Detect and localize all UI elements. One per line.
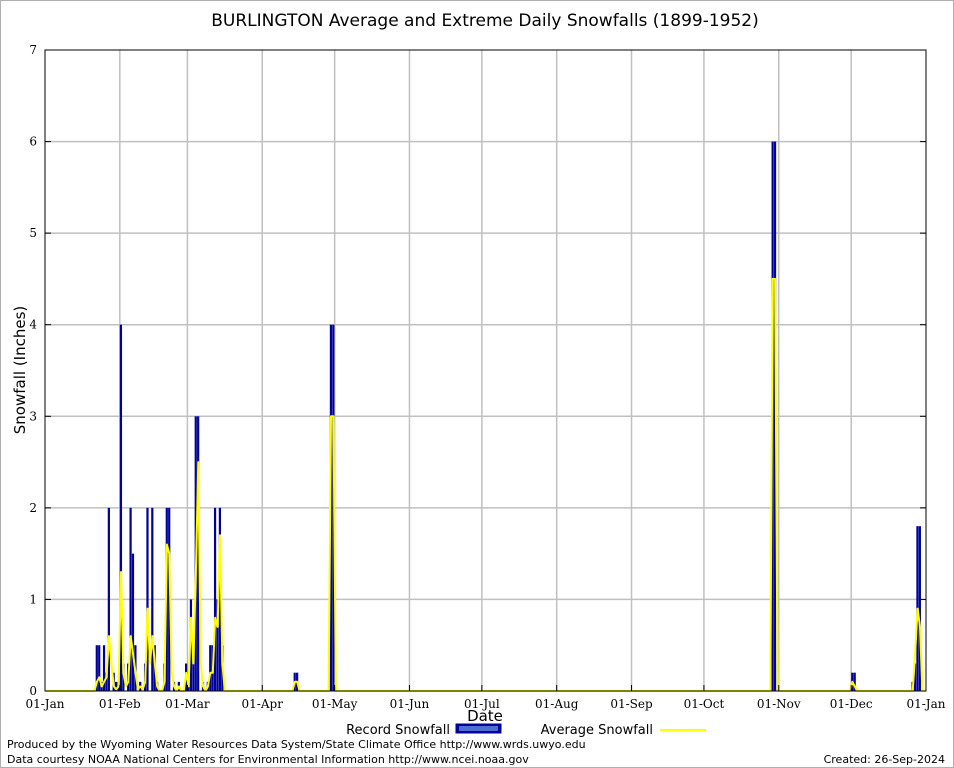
record-snowfall-bar	[151, 507, 154, 691]
record-snowfall-bar	[107, 507, 110, 691]
y-tick-label: 3	[29, 409, 37, 423]
x-tick-label: 01-Nov	[757, 697, 801, 711]
legend-record-swatch-inner	[459, 726, 498, 731]
record-snowfall-bar	[192, 645, 195, 691]
record-snowfall-bar	[114, 681, 118, 691]
y-tick-label: 5	[29, 226, 37, 240]
y-tick-label: 0	[29, 684, 37, 698]
legend-average-label: Average Snowfall	[541, 723, 653, 738]
record-snowfall-bar	[119, 324, 123, 691]
x-tick-label: 01-Aug	[535, 697, 579, 711]
record-snowfall-bar	[102, 645, 106, 691]
x-tick-label: 01-Feb	[99, 697, 141, 711]
record-snowfall-bar	[146, 507, 149, 691]
x-tick-label: 01-Sep	[610, 697, 653, 711]
x-tick-label: 01-May	[312, 697, 358, 711]
x-axis-ticks: 01-Jan 01-Feb 01-Mar 01-Apr 01-May 01-Jun 01-J…	[25, 685, 946, 711]
y-tick-label: 2	[29, 501, 37, 515]
record-snowfall-bar	[197, 416, 200, 691]
average-snowfall-path	[46, 277, 925, 692]
y-tick-label: 7	[29, 43, 37, 57]
y-tick-label: 6	[29, 135, 37, 149]
y-tick-label: 4	[29, 318, 37, 332]
legend: Record Snowfall Average Snowfall	[346, 723, 706, 738]
footer-produced-by: Produced by the Wyoming Water Resources …	[7, 738, 586, 751]
record-snowfall-bar	[853, 672, 856, 691]
x-tick-label: 01-Oct	[684, 697, 725, 711]
grid-lines	[45, 50, 926, 691]
record-snowfall-bar	[131, 553, 135, 691]
plot-area-frame	[44, 49, 927, 692]
legend-record-label: Record Snowfall	[346, 723, 450, 738]
x-tick-label: 01-Apr	[242, 697, 284, 711]
footer-created-date: Created: 26-Sep-2024	[823, 753, 945, 766]
x-tick-label: 01-Jun	[390, 697, 430, 711]
record-snowfall-bar	[129, 507, 132, 691]
record-snowfall-bar	[218, 507, 221, 691]
x-tick-label: 01-Mar	[165, 697, 210, 711]
record-snowfall-bar	[913, 663, 917, 691]
average-snowfall-line	[46, 277, 925, 692]
x-tick-label: 01-Dec	[830, 697, 873, 711]
y-axis-label: Snowfall (Inches)	[11, 306, 29, 434]
x-axis-label: Date	[467, 707, 503, 725]
record-snowfall-bar	[918, 526, 921, 691]
footer-data-courtesy: Data courtesy NOAA National Centers for …	[7, 753, 529, 766]
x-tick-label: 01-Jan	[906, 697, 945, 711]
y-axis-ticks: 0 1 2 3 4 5 6 7	[29, 43, 926, 698]
record-snowfall-bar	[105, 672, 108, 691]
record-snowfall-bar	[95, 645, 98, 691]
x-tick-label: 01-Jul	[464, 697, 500, 711]
record-snowfall-bar	[213, 507, 217, 691]
record-snowfall-bar	[209, 645, 212, 691]
record-snowfall-bar	[168, 507, 171, 691]
x-tick-label: 01-Jan	[25, 697, 64, 711]
y-tick-label: 1	[29, 592, 37, 606]
record-snowfall-bar	[98, 645, 101, 691]
record-snowfall-bar	[216, 599, 219, 691]
chart-title: BURLINGTON Average and Extreme Daily Sno…	[211, 11, 758, 31]
